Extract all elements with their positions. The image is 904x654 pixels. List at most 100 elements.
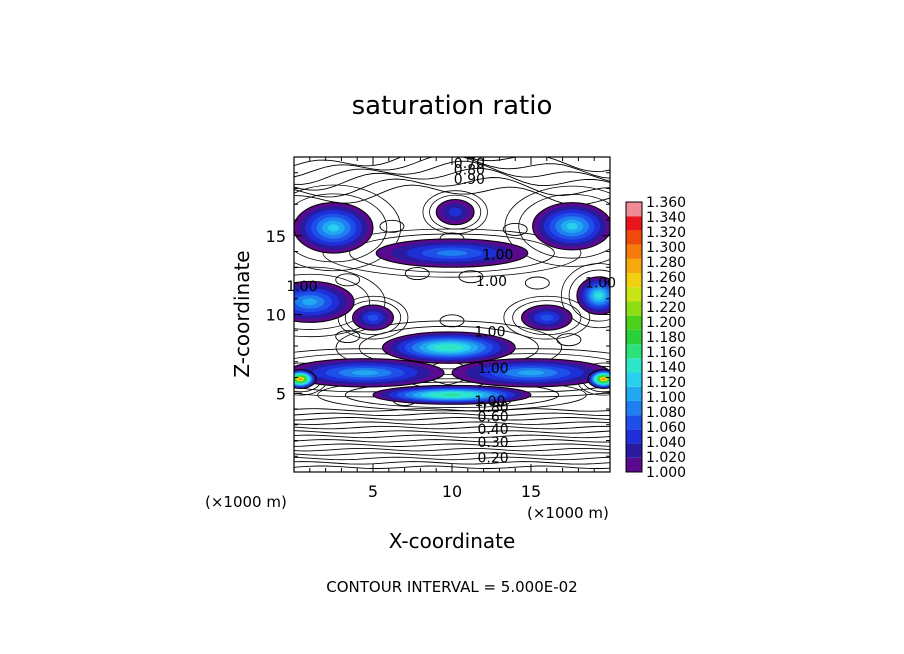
colorbar-level-label: 1.000: [646, 465, 686, 481]
saturation-region: [367, 314, 379, 321]
contour-ring: [335, 320, 563, 375]
contour-label: 1.00: [474, 325, 505, 341]
contour-label: 0.70: [454, 156, 485, 172]
colorbar-level-label: 1.160: [646, 345, 686, 361]
colorbar-level-label: 1.340: [646, 210, 686, 226]
saturation-region: [448, 207, 462, 217]
contour-ring: [335, 330, 361, 343]
colorbar-swatch: [626, 273, 642, 288]
contour-ring: [349, 233, 555, 273]
contour-line: [294, 439, 610, 443]
colorbar-swatch: [626, 415, 642, 430]
colorbar-swatch: [626, 372, 642, 387]
contour-ring: [502, 222, 528, 236]
contour-ring: [335, 273, 361, 287]
contour-ring: [568, 269, 610, 322]
contour-ring: [404, 267, 430, 280]
contour-ring: [556, 333, 582, 347]
saturation-region: [299, 378, 302, 380]
contour-label: 0.40: [477, 422, 508, 438]
colorbar-swatch: [626, 386, 642, 401]
x-unit-right: (×1000 m): [527, 504, 609, 522]
colorbar-swatch: [626, 457, 642, 472]
axis-ticks: [294, 157, 610, 472]
contour-label: 0.80: [454, 162, 485, 178]
contour-line: [294, 447, 610, 452]
contour-ring: [560, 263, 610, 329]
contour-label: 1.00: [476, 274, 507, 290]
saturation-region: [517, 370, 545, 376]
colorbar-level-label: 1.280: [646, 255, 686, 271]
colorbar-swatch: [626, 287, 642, 302]
colorbar-level-label: 1.180: [646, 330, 686, 346]
contour-ring: [322, 228, 582, 278]
contour-line: [294, 443, 610, 447]
contour-label: 0.90: [454, 172, 485, 188]
contour-label: 1.00: [482, 247, 513, 263]
saturation-region: [441, 345, 457, 350]
saturation-region: [327, 224, 340, 232]
contour-line: [294, 456, 610, 461]
colorbar-level-label: 1.060: [646, 420, 686, 436]
colorbar-swatch: [626, 400, 642, 416]
saturation-region: [540, 314, 554, 321]
x-axis-label: X-coordinate: [389, 529, 516, 553]
contour-line: [294, 461, 610, 465]
saturation-region: [596, 293, 602, 298]
contour-label: 1.00: [286, 279, 317, 295]
colorbar-swatch: [626, 329, 642, 345]
colorbar: [625, 201, 643, 473]
y-axis-label: Z-coordinate: [230, 250, 254, 377]
contour-label: 0.20: [477, 451, 508, 467]
colorbar-swatch: [626, 443, 642, 458]
colorbar-level-label: 1.020: [646, 450, 686, 466]
contour-line: [294, 157, 610, 173]
colorbar-swatch: [626, 315, 642, 330]
plot-area: 0.700.800.901.001.001.00 1.001.001.001.00…: [286, 156, 616, 473]
contour-line: [294, 430, 610, 434]
saturation-region: [566, 222, 578, 230]
x-tick-label: 10: [442, 482, 462, 501]
colorbar-swatch: [626, 301, 642, 316]
x-unit-left: (×1000 m): [205, 493, 287, 511]
x-tick-labels: 5 10 15: [368, 482, 541, 501]
colorbar-swatch: [626, 202, 642, 217]
colorbar-level-label: 1.100: [646, 390, 686, 406]
colorbar-swatch: [626, 216, 642, 231]
contour-ring: [512, 300, 582, 336]
contour-label: 0.30: [477, 435, 508, 451]
contour-ring: [344, 381, 560, 408]
contour-ring: [524, 276, 550, 290]
colorbar-swatch: [626, 344, 642, 359]
contour-ring: [317, 378, 587, 412]
colorbar-level-label: 1.240: [646, 285, 686, 301]
x-tick-label: 15: [521, 482, 541, 501]
contour-label: 1.00: [477, 361, 508, 377]
contour-line: [294, 421, 610, 425]
saturation-region: [351, 370, 379, 376]
colorbar-level-label: 1.260: [646, 270, 686, 286]
y-tick-label: 5: [276, 384, 286, 403]
contour-ring: [294, 184, 402, 272]
colorbar-swatch: [626, 230, 642, 245]
contour-ring: [294, 273, 370, 330]
contour-line: [294, 452, 610, 456]
saturation-region: [436, 250, 468, 256]
colorbar-labels: 1.0001.0201.0401.0601.0801.1001.1201.140…: [646, 195, 686, 481]
colorbar-level-label: 1.300: [646, 240, 686, 256]
contour-line: [294, 167, 610, 191]
contour-line: [294, 184, 610, 206]
colorbar-level-label: 1.220: [646, 300, 686, 316]
contour-ring: [518, 194, 610, 259]
colorbar-level-label: 1.200: [646, 315, 686, 331]
contour-ring: [344, 300, 402, 336]
colorbar-level-label: 1.040: [646, 435, 686, 451]
colorbar-swatch: [626, 258, 642, 274]
colorbar-frame: [625, 201, 643, 473]
colorbar-swatch: [626, 429, 642, 444]
y-tick-label: 10: [266, 306, 286, 325]
contour-line: [294, 434, 610, 439]
contour-line: [294, 157, 610, 179]
chart-title: saturation ratio: [352, 91, 553, 121]
